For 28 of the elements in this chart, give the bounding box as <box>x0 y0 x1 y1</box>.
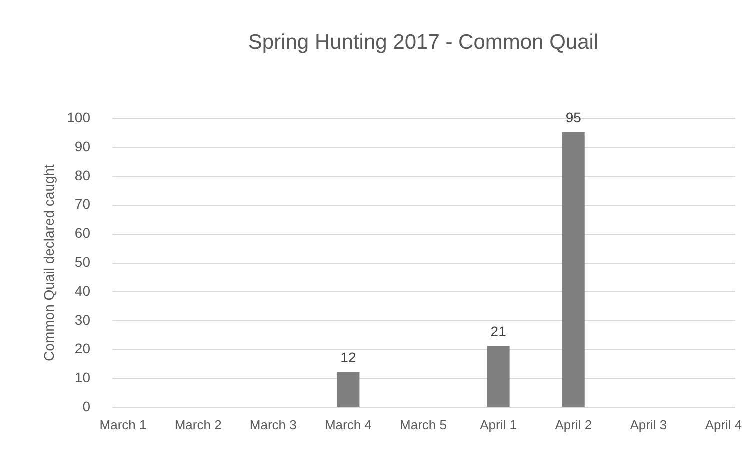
x-tick-label: April 2 <box>555 418 592 432</box>
y-axis-title: Common Quail declared caught <box>41 164 58 362</box>
y-tick-label: 80 <box>74 167 91 184</box>
x-tick-label: April 4 <box>705 418 742 432</box>
y-tick-label: 90 <box>74 138 91 154</box>
x-tick-label: April 1 <box>480 418 517 432</box>
x-tick-label: March 4 <box>324 418 372 432</box>
data-label: 12 <box>340 349 356 366</box>
bar <box>487 346 510 407</box>
y-tick-label: 0 <box>82 398 91 414</box>
y-tick-label: 10 <box>74 370 91 386</box>
data-label: 95 <box>566 109 582 126</box>
y-tick-label: 60 <box>74 225 91 242</box>
y-tick-label: 50 <box>74 254 91 270</box>
y-tick-label: 70 <box>74 196 91 212</box>
y-tick-label: 40 <box>74 282 91 299</box>
x-tick-label: April 3 <box>630 418 668 432</box>
y-tick-label: 30 <box>74 312 91 328</box>
bar <box>337 372 360 407</box>
chart-title: Spring Hunting 2017 - Common Quail <box>248 31 599 54</box>
y-tick-label: 20 <box>74 340 91 357</box>
y-tick-label: 100 <box>67 110 91 126</box>
x-tick-label: March 3 <box>250 418 297 432</box>
x-tick-label: March 2 <box>174 418 222 432</box>
data-label: 21 <box>490 323 507 340</box>
bar <box>562 132 585 407</box>
x-tick-label: March 5 <box>400 418 447 432</box>
x-tick-label: March 1 <box>100 418 147 432</box>
